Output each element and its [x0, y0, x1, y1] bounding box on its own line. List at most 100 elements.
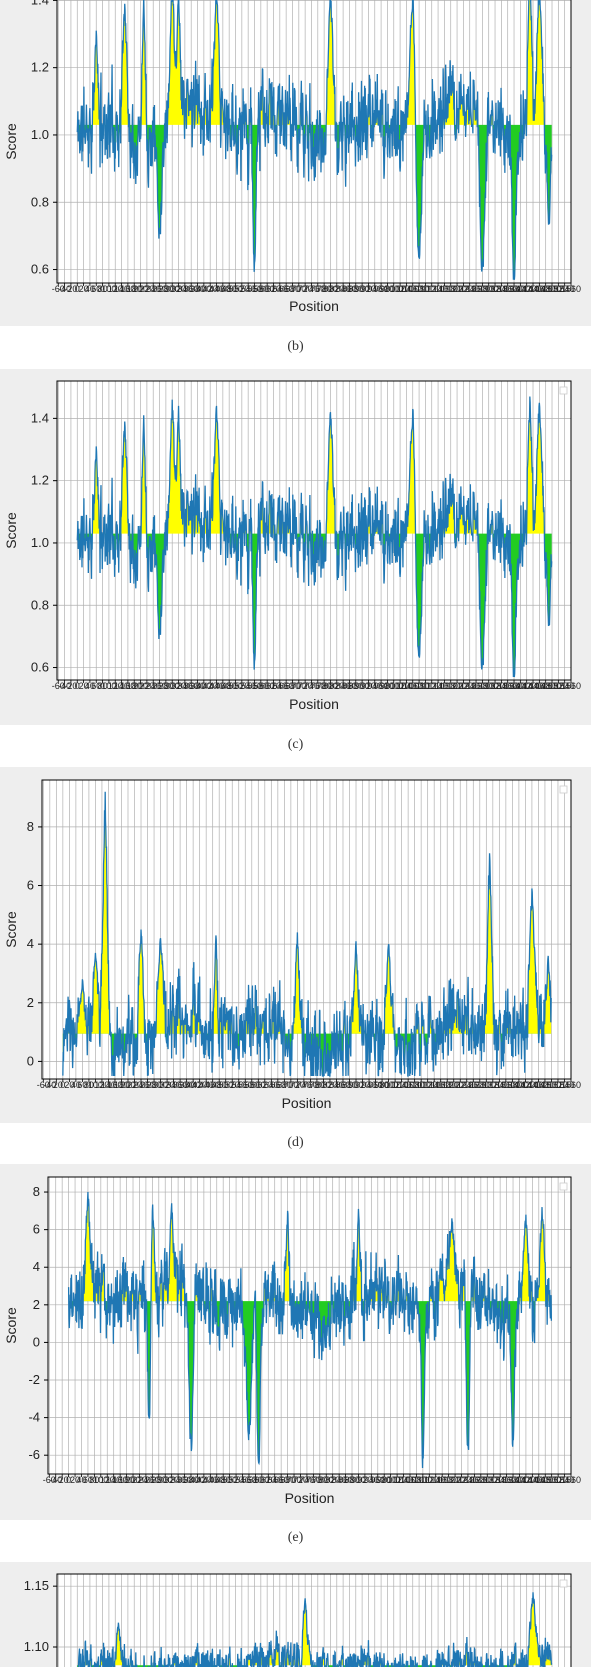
x-tick-label: 880: [342, 1080, 357, 1090]
x-tick-label: 1380: [504, 284, 524, 294]
x-tick-label: 920: [357, 1475, 372, 1485]
x-tick-label: 1360: [497, 1475, 517, 1485]
x-tick-label: 1360: [498, 284, 518, 294]
x-tick-label: 340: [171, 1475, 186, 1485]
x-tick-label: 20: [79, 284, 89, 294]
x-tick-label: 0: [75, 284, 80, 294]
x-tick-label: 900: [355, 681, 370, 691]
series-line: [62, 791, 552, 1077]
x-tick-label: 1260: [463, 1080, 483, 1090]
x-tick-label: 1500: [541, 1080, 561, 1090]
x-tick-label: -20: [56, 1475, 69, 1485]
x-tick-label: 1240: [460, 681, 480, 691]
y-tick-label: 2: [27, 995, 34, 1010]
x-tick-label: 1060: [403, 681, 423, 691]
x-tick-label: 1100: [416, 681, 435, 691]
x-tick-label: 460: [215, 284, 230, 294]
x-tick-label: 240: [146, 681, 161, 691]
panel-label-c: (c): [287, 737, 304, 752]
x-tick-label: 440: [209, 284, 224, 294]
x-tick-label: 1440: [522, 1475, 542, 1485]
x-tick-label: 100: [101, 284, 116, 294]
x-tick-label: 760: [306, 1475, 321, 1485]
x-tick-label: 420: [196, 1475, 211, 1485]
y-tick-label: 1.2: [31, 60, 49, 75]
x-tick-label: 920: [361, 681, 376, 691]
x-tick-label: 340: [177, 284, 192, 294]
x-tick-label: 260: [152, 681, 167, 691]
plot-frame: [56, 380, 572, 681]
x-tick-label: 440: [203, 1475, 218, 1485]
x-tick-label: 940: [367, 284, 382, 294]
x-tick-label: 720: [293, 1475, 308, 1485]
x-tick-label: 600: [260, 284, 275, 294]
x-tick-label: 700: [287, 1475, 302, 1485]
chart-panel-4: 1.10 1.15: [24, 1573, 572, 1667]
plot-frame: [41, 779, 572, 1080]
x-tick-label: 140: [114, 681, 129, 691]
x-tick-label: 1180: [438, 1080, 457, 1090]
x-tick-label: 1100: [411, 1080, 430, 1090]
y-tick-label: 0.6: [31, 660, 49, 675]
x-tick-label: 100: [93, 1475, 108, 1485]
x-tick-label: 660: [274, 1475, 289, 1485]
x-tick-label: 200: [120, 1080, 135, 1090]
x-tick-label: 1200: [447, 681, 467, 691]
x-tick-label: 580: [244, 1080, 259, 1090]
x-tick-label: 40: [85, 681, 95, 691]
x-tick-label: 240: [138, 1475, 153, 1485]
x-tick-label: 1320: [483, 1080, 503, 1090]
x-tick-label: 1000: [384, 681, 404, 691]
x-tick-label: 400: [196, 681, 211, 691]
x-tick-label: 260: [140, 1080, 155, 1090]
x-tick-label: 740: [296, 1080, 311, 1090]
x-tick-label: 1300: [477, 1475, 497, 1485]
x-tick-label: 700: [291, 284, 306, 294]
x-tick-label: 1400: [510, 284, 530, 294]
y-tick-label: 2: [33, 1297, 40, 1312]
x-tick-label: 480: [222, 284, 237, 294]
x-tick-label: 1060: [400, 1475, 420, 1485]
x-tick-label: 840: [329, 1080, 344, 1090]
x-tick-label: 1520: [548, 1475, 568, 1485]
x-tick-label: 1280: [472, 284, 492, 294]
x-tick-label: 320: [171, 284, 186, 294]
x-tick-label: 900: [348, 1080, 363, 1090]
x-tick-label: 180: [127, 681, 142, 691]
x-tick-label: 1000: [379, 1080, 399, 1090]
x-tick-label: 1180: [439, 1475, 458, 1485]
x-tick-label: -40: [58, 681, 71, 691]
x-tick-label: 980: [380, 681, 395, 691]
x-tick-label: -20: [50, 1080, 63, 1090]
y-tick-label: 1.10: [24, 1639, 49, 1654]
x-tick-label: 540: [241, 284, 256, 294]
x-tick-label: 320: [160, 1080, 175, 1090]
x-tick-label: 220: [139, 681, 154, 691]
x-tick-label: 620: [266, 681, 281, 691]
y-tick-label: 8: [27, 819, 34, 834]
x-tick-label: 620: [257, 1080, 272, 1090]
x-tick-label: 840: [336, 681, 351, 691]
x-tick-label: 1520: [548, 681, 568, 691]
x-tick-label: 1220: [451, 1475, 471, 1485]
x-tick-label: 780: [317, 284, 332, 294]
x-tick-label: 1160: [435, 284, 454, 294]
x-tick-label: 820: [322, 1080, 337, 1090]
x-tick-label: 480: [216, 1475, 231, 1485]
plot-frame: [56, 0, 572, 284]
x-axis-title: Position: [282, 1095, 332, 1111]
x-tick-label: 1440: [522, 1080, 542, 1090]
x-tick-label: 980: [380, 284, 395, 294]
x-tick-label: 1020: [390, 284, 410, 294]
x-tick-label: 1300: [476, 1080, 496, 1090]
y-tick-label: -4: [28, 1410, 40, 1425]
x-tick-label: 1540: [555, 284, 575, 294]
x-tick-label: 220: [139, 284, 154, 294]
series-group: [62, 791, 552, 1077]
x-tick-label: 1560: [561, 284, 581, 294]
x-tick-label: 520: [225, 1080, 240, 1090]
x-tick-label: 680: [280, 1475, 295, 1485]
x-tick-label: 1020: [385, 1080, 405, 1090]
x-tick-label: 1120: [418, 1080, 437, 1090]
x-tick-label: 640: [267, 1475, 282, 1485]
